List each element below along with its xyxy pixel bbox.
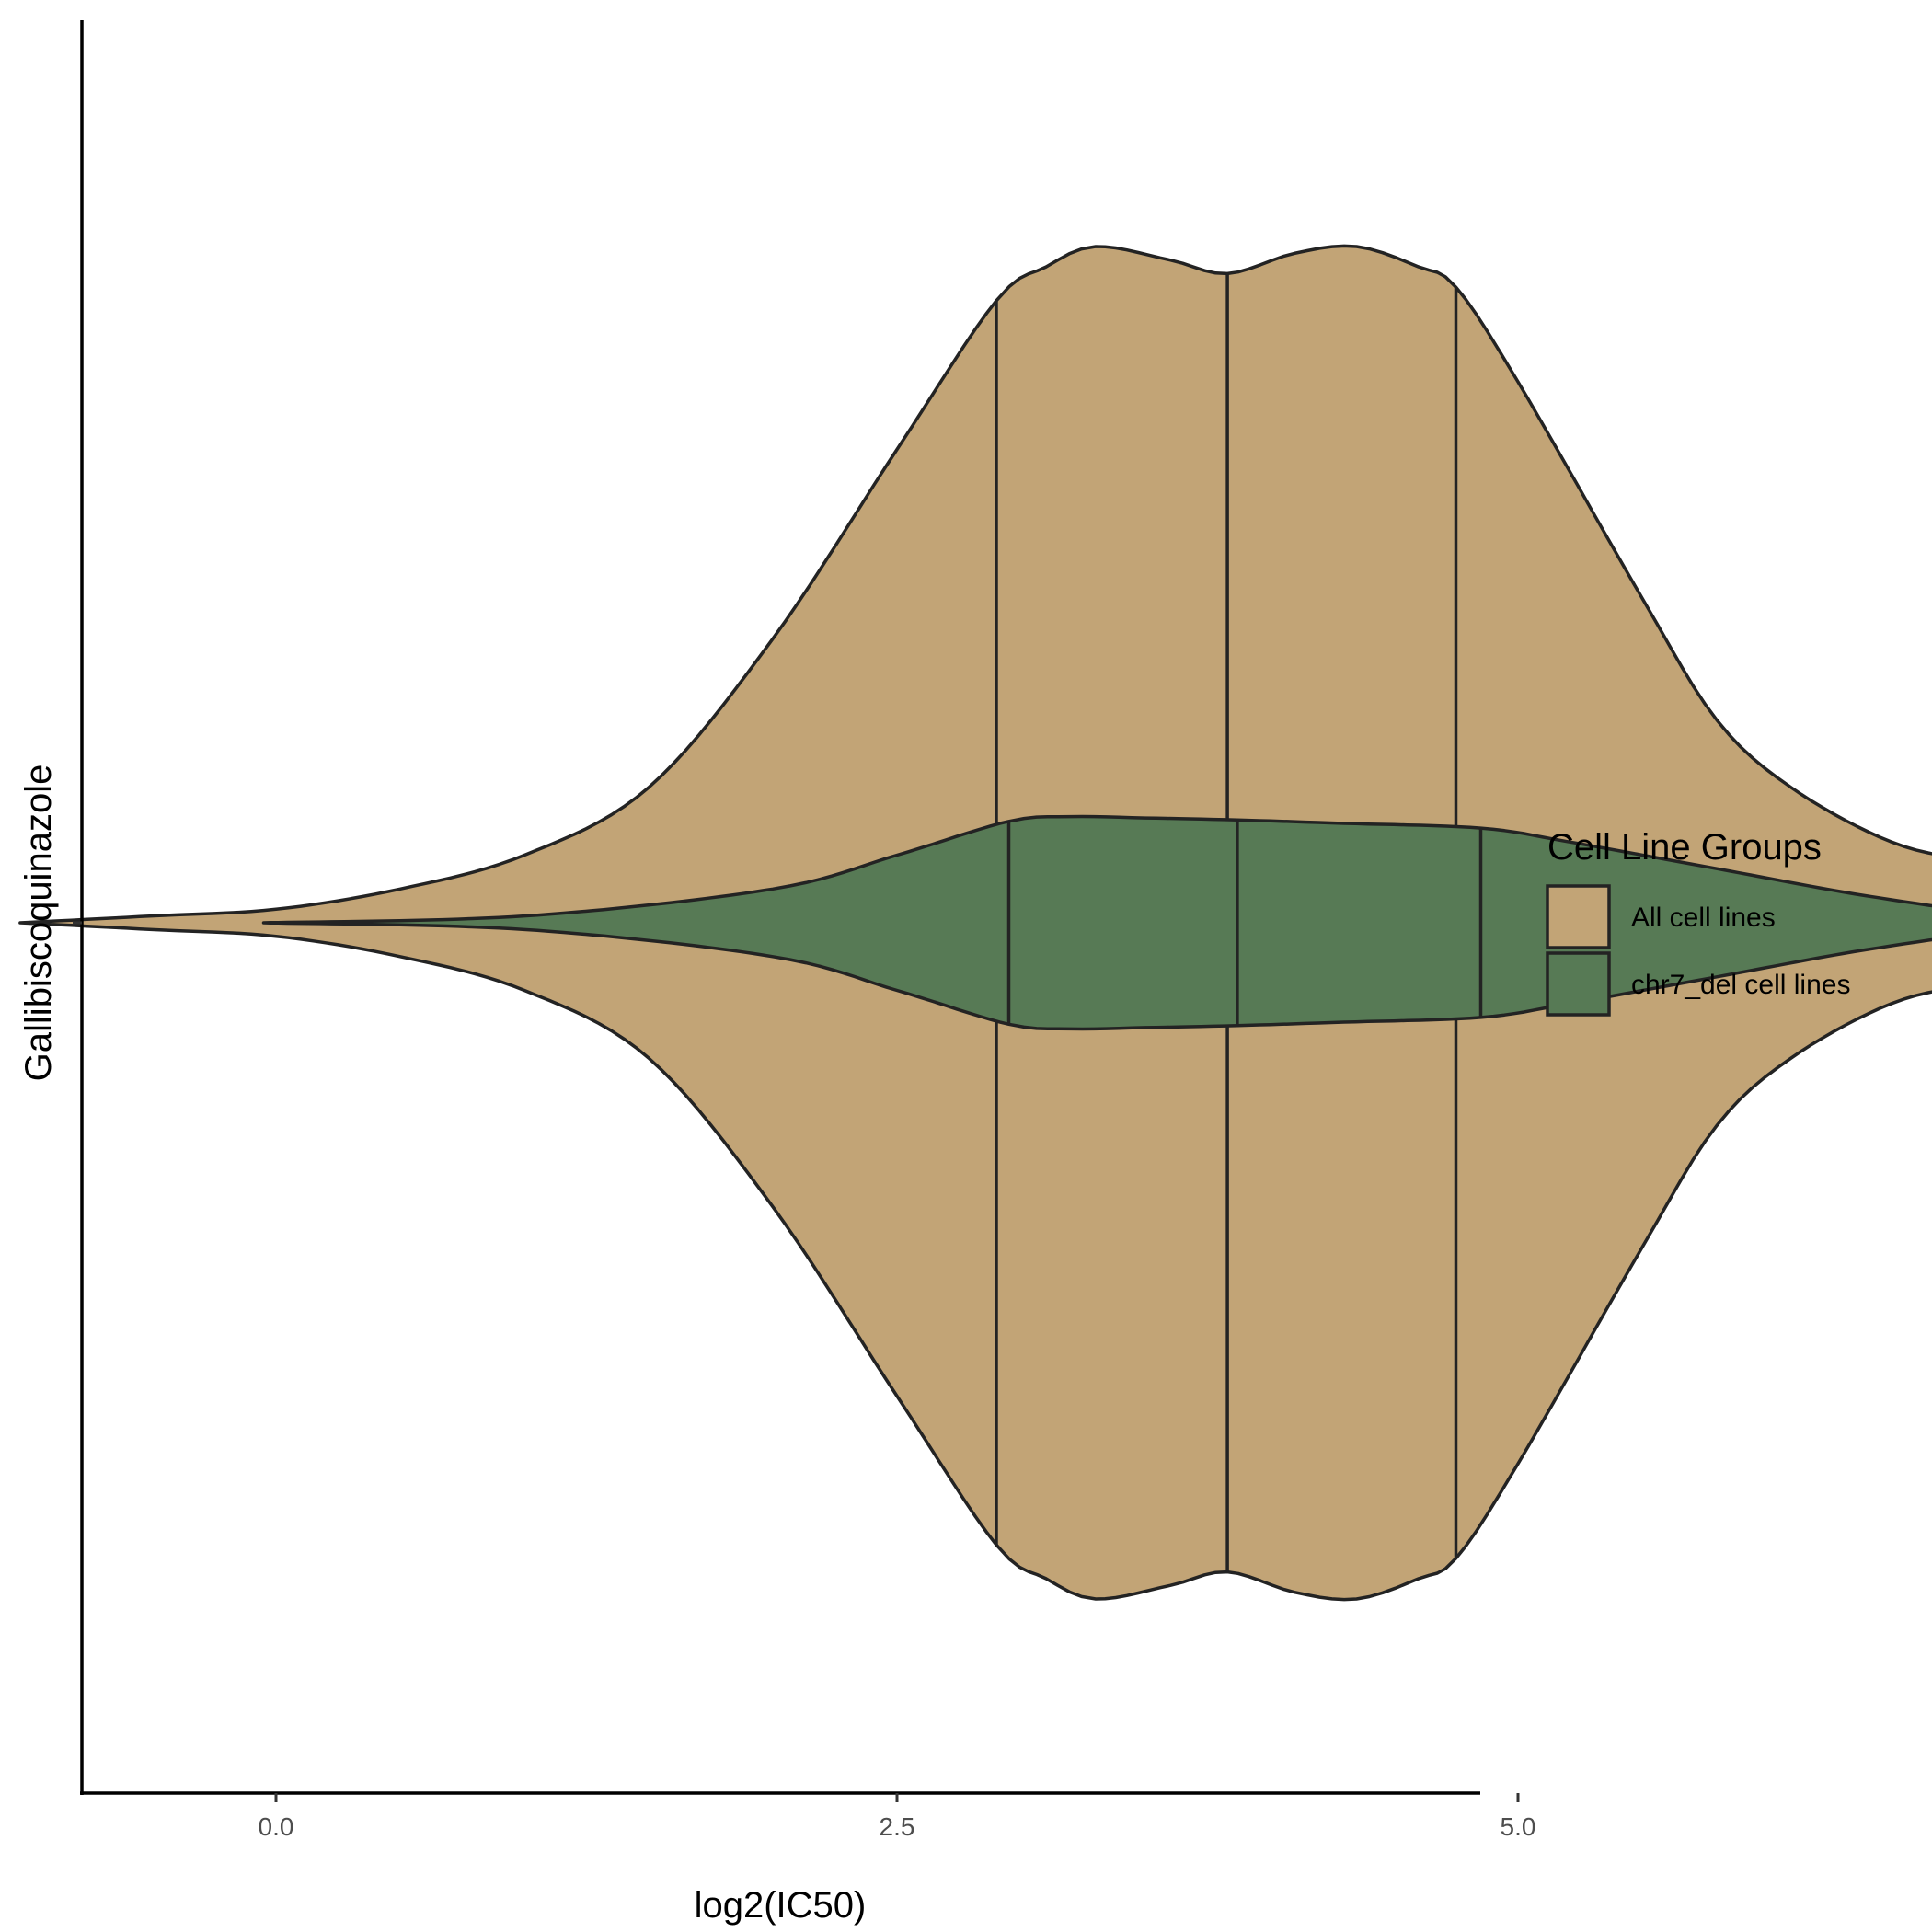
- y-axis-title: Gallibiscoquinazole: [18, 765, 59, 1082]
- x-axis-ticks: 0.02.55.07.5: [259, 1793, 1536, 1841]
- x-tick-label: 0.0: [259, 1812, 294, 1841]
- x-tick-label: 5.0: [1501, 1812, 1536, 1841]
- legend-label: All cell lines: [1631, 903, 1776, 933]
- x-tick-label: 2.5: [880, 1812, 915, 1841]
- plot-area: [18, 244, 1932, 1602]
- legend-swatch: [1546, 951, 1611, 1017]
- legend-title: Cell Line Groups: [1547, 827, 1822, 868]
- violin-chr7-del-cell-lines: [261, 814, 1932, 1031]
- legend: Cell Line Groups All cell lines chr7_del …: [1546, 827, 1850, 1017]
- violin-body-chr7-del-cell-lines: [261, 814, 1932, 1031]
- legend-label: chr7_del cell lines: [1631, 970, 1850, 1000]
- x-axis-title: log2(IC50): [695, 1885, 867, 1926]
- legend-swatch: [1546, 884, 1611, 949]
- legend-items: All cell lines chr7_del cell lines: [1546, 884, 1850, 1017]
